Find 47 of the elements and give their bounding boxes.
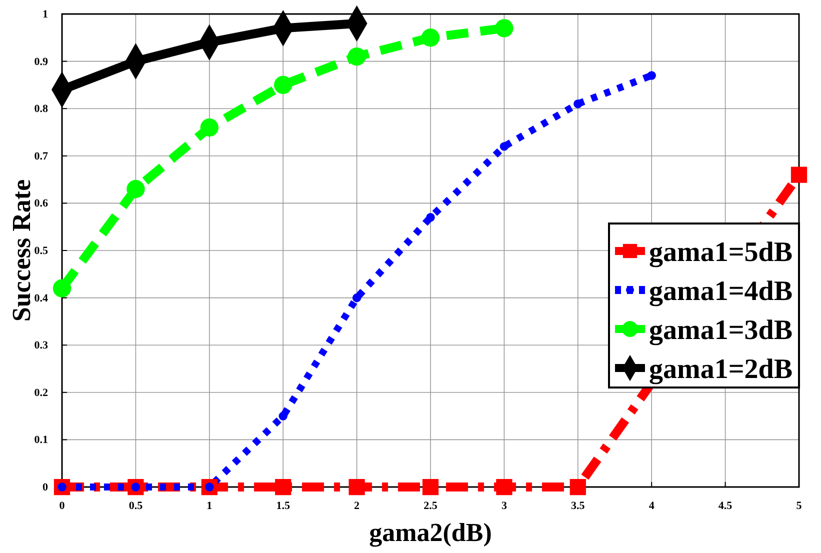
point xyxy=(274,76,292,94)
point xyxy=(647,71,656,80)
point xyxy=(422,478,439,496)
point xyxy=(495,19,514,38)
point xyxy=(348,47,366,66)
y-tick-label: 0.9 xyxy=(34,56,48,68)
x-tick-label: 5 xyxy=(796,500,802,512)
legend-label: gama1=5dB xyxy=(649,237,793,268)
point xyxy=(278,412,288,420)
point xyxy=(275,478,292,496)
legend-label: gama1=3dB xyxy=(649,315,793,346)
y-axis-title: Success Rate xyxy=(7,179,36,322)
y-tick-label: 0.4 xyxy=(34,292,48,304)
x-tick-label: 2 xyxy=(354,500,360,512)
y-tick-label: 0 xyxy=(42,482,48,494)
y-tick-label: 0.1 xyxy=(34,434,48,446)
point xyxy=(348,478,365,496)
y-tick-label: 0.5 xyxy=(34,245,48,258)
legend-label: gama1=2dB xyxy=(649,354,793,385)
y-tick-label: 0.8 xyxy=(34,103,48,116)
point xyxy=(570,478,586,496)
point xyxy=(790,166,808,183)
point xyxy=(421,28,440,47)
x-tick-label: 2.5 xyxy=(424,500,438,512)
point xyxy=(496,478,512,496)
x-tick-label: 1.5 xyxy=(276,500,290,512)
y-tick-label: 0.7 xyxy=(34,150,48,162)
point xyxy=(500,142,509,151)
y-tick-label: 0.3 xyxy=(34,340,48,352)
point xyxy=(574,100,582,108)
point xyxy=(52,279,72,298)
x-tick-label: 4 xyxy=(648,500,655,512)
x-tick-label: 4.5 xyxy=(718,500,733,512)
x-tick-label: 3.5 xyxy=(571,500,586,512)
x-tick-label: 0.5 xyxy=(128,500,144,512)
point xyxy=(352,293,362,302)
x-tick-label: 3 xyxy=(501,500,508,512)
y-tick-label: 0.2 xyxy=(34,386,48,399)
x-tick-label: 0 xyxy=(59,500,66,512)
point xyxy=(200,118,218,137)
point xyxy=(126,180,145,198)
y-tick-label: 1 xyxy=(42,8,48,21)
x-axis-title: gama2(dB) xyxy=(369,518,492,547)
legend-label: gama1=4dB xyxy=(649,276,793,307)
x-tick-label: 1 xyxy=(206,500,212,512)
point xyxy=(426,213,435,222)
y-tick-label: 0.6 xyxy=(34,198,48,210)
